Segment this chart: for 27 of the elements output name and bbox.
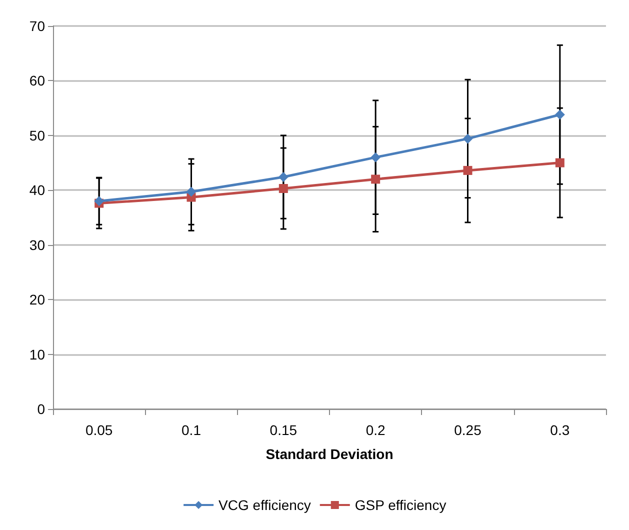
x-tick-label: 0.05 [85, 422, 113, 438]
y-tick-label: 50 [29, 127, 46, 144]
point [463, 166, 472, 175]
y-tick-label: 10 [29, 346, 46, 362]
point [462, 134, 473, 144]
x-tick-label: 0.25 [454, 422, 482, 438]
legend-label: GSP efficiency [354, 497, 446, 513]
point [186, 186, 196, 197]
legend-label: VCG efficiency [218, 497, 311, 513]
y-tick-label: 0 [37, 401, 46, 417]
point [278, 172, 288, 182]
y-tick-label: 30 [29, 236, 46, 253]
point [94, 196, 104, 206]
y-tick-label: 40 [29, 182, 46, 198]
point [554, 110, 565, 120]
y-tick-label: 20 [29, 292, 46, 308]
y-tick-label: 60 [29, 72, 46, 89]
point [370, 152, 381, 162]
point [555, 158, 564, 168]
point [371, 174, 380, 184]
x-tick-label: 0.3 [550, 422, 570, 438]
y-tick-label: 70 [29, 18, 46, 34]
point [278, 184, 288, 193]
x-tick-label: 0.1 [182, 422, 202, 438]
x-axis-title: Standard Deviation [266, 446, 394, 462]
x-tick-label: 0.2 [366, 422, 386, 438]
x-tick-label: 0.15 [270, 422, 298, 438]
